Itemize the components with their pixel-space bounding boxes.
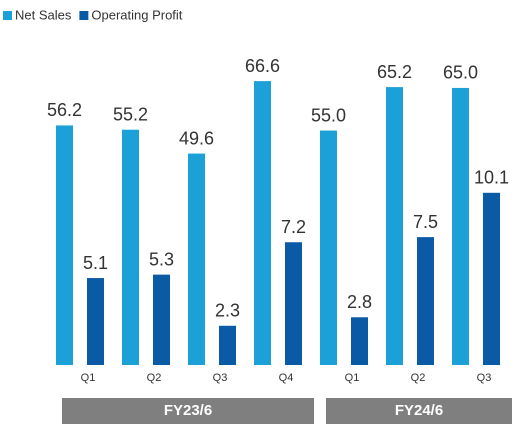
x-tick-label: Q2 [411,372,426,384]
legend-swatch [79,11,89,20]
bar [417,237,434,365]
value-label: 49.6 [179,128,214,148]
legend-label: Net Sales [15,7,72,22]
x-tick-label: Q3 [213,372,228,384]
group-band [62,398,314,424]
group-label: FY24/6 [395,402,443,419]
value-label: 66.6 [245,56,280,76]
bar [56,125,73,365]
value-label: 55.0 [311,105,346,125]
bar [452,87,469,365]
value-label: 10.1 [474,168,509,188]
bar [219,325,236,365]
value-label: 5.1 [83,253,108,273]
x-tick-label: Q4 [279,372,294,384]
group-band [326,398,512,424]
x-tick-label: Q3 [477,372,492,384]
bar [87,278,104,365]
legend-label: Operating Profit [91,7,182,22]
bar [122,129,139,365]
value-label: 2.3 [215,301,240,321]
bar [285,242,302,365]
bar [153,274,170,365]
value-label: 5.3 [149,249,174,269]
x-tick-label: Q2 [147,372,162,384]
group-label: FY23/6 [164,402,212,419]
bar [254,81,271,366]
value-label: 65.0 [443,63,478,83]
value-label: 56.2 [47,100,82,120]
bar [483,192,500,365]
value-label: 2.8 [347,292,372,312]
legend-swatch [3,11,12,20]
x-tick-label: Q1 [81,372,96,384]
value-label: 7.2 [281,217,306,237]
value-label: 7.5 [413,212,438,232]
value-label: 55.2 [113,104,148,124]
bar [320,130,337,365]
value-label: 65.2 [377,62,412,82]
bar [351,317,368,365]
bar [188,153,205,365]
bar [386,87,403,366]
x-tick-label: Q1 [345,372,360,384]
